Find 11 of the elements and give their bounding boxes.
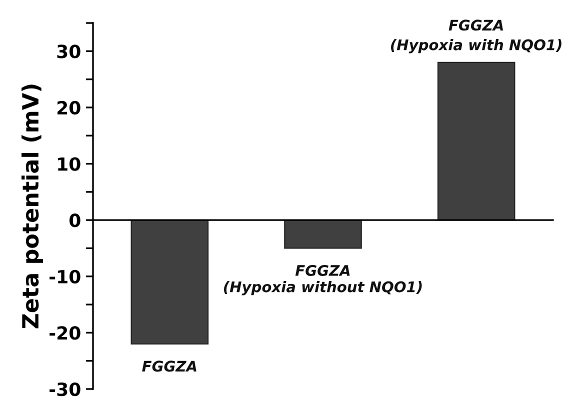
- y-tick-label: -20: [50, 326, 80, 340]
- y-tick-label: 10: [58, 157, 80, 171]
- x-tick-label: FGGZA (Hypoxia without NQO1): [224, 264, 422, 296]
- y-axis-title: Zeta potential (mV): [22, 84, 44, 328]
- y-tick-label: -30: [50, 382, 80, 396]
- y-tick-label: 20: [57, 100, 80, 115]
- x-tick-label: FGGZA (Hypoxia with NQO1): [391, 20, 562, 54]
- y-tick-label: 30: [57, 44, 80, 58]
- x-tick-label: FGGZA: [142, 360, 196, 372]
- y-tick-label: -10: [50, 270, 80, 284]
- y-tick-label: 0: [69, 214, 80, 228]
